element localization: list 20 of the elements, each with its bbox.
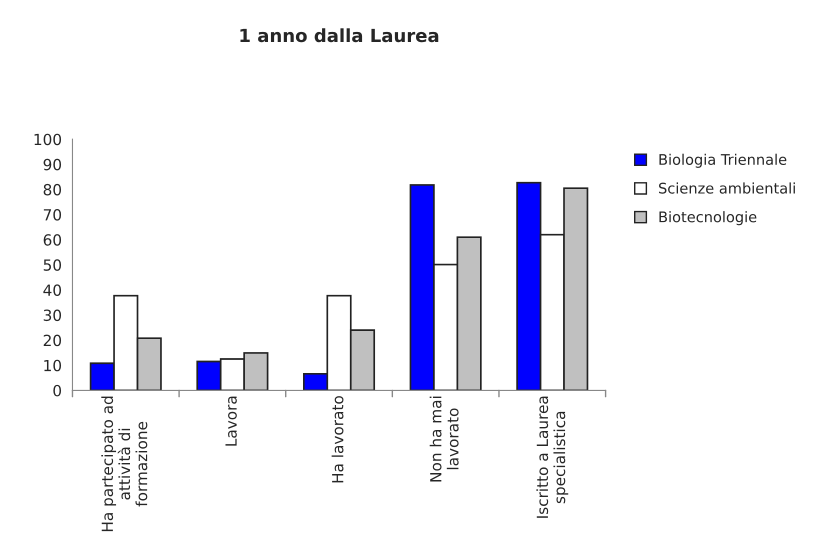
y-tick-label: 60 [44, 234, 62, 246]
y-tick-label: 70 [44, 209, 62, 221]
legend-label: Biotecnologie [659, 211, 756, 226]
legend-label: Biologia Triennale [659, 154, 786, 168]
x-tick-label: Ha lavorato [332, 396, 344, 482]
y-tick-label: 40 [43, 284, 62, 296]
y-tick-label: 30 [44, 310, 62, 322]
x-tick-label: Non ha mai lavorato [430, 396, 459, 482]
y-tick-label: 20 [44, 334, 62, 346]
y-tick-label: 80 [44, 184, 62, 196]
y-tick-label: 0 [53, 384, 62, 396]
chart-title: 1 anno dalla Laurea [240, 28, 438, 42]
y-tick-label: 50 [44, 259, 62, 271]
x-tick-label: Iscritto a Laurea specialistica [536, 396, 568, 518]
y-tick-label: 90 [44, 158, 62, 170]
x-tick-label: Lavora [225, 396, 237, 446]
x-tick-label: Ha partecipato ad attività di formazione [101, 396, 148, 532]
legend-label: Scienze ambientali [659, 182, 795, 194]
y-tick-label: 100 [34, 134, 62, 146]
y-tick-label: 10 [44, 360, 62, 372]
